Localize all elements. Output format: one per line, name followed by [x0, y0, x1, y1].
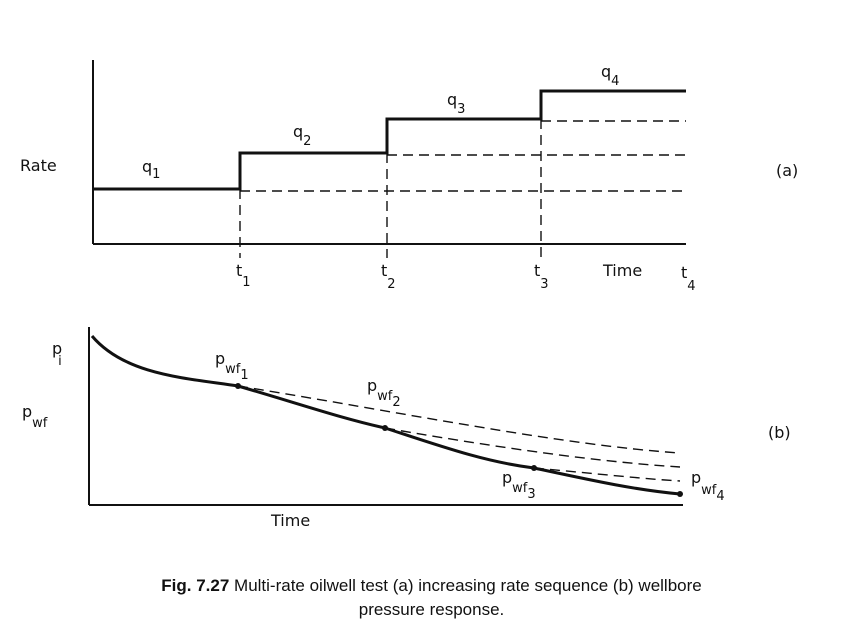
caption-text-1: Multi-rate oilwell test (a) increasing r…: [234, 576, 702, 595]
figure-caption-line-1: Fig. 7.27 Multi-rate oilwell test (a) in…: [0, 576, 863, 596]
rate-label-q3: q3: [447, 90, 465, 117]
rate-step-line: [93, 89, 686, 191]
pwf3-label: pwf3: [502, 468, 536, 502]
figure-number: Fig. 7.27: [161, 576, 230, 595]
pwf4-label: pwf4: [691, 468, 725, 504]
panel-a-time-label: Time: [602, 261, 642, 280]
rate-label-q1: q1: [142, 157, 160, 182]
rate-label-q4: q4: [601, 62, 619, 89]
pwf2-label: pwf2: [367, 376, 401, 410]
panel-a-rate-sequence: Rate (a) Time q1 q2 q3 q4 t1 t2 t3 t4: [20, 60, 798, 294]
figure-caption-line-2: pressure response.: [0, 600, 863, 620]
time-label-t4: t4: [681, 263, 696, 294]
rate-axis-label: Rate: [20, 156, 57, 175]
caption-text-2: pressure response.: [358, 600, 505, 619]
pressure-point-2: [382, 425, 388, 431]
pressure-point-1: [235, 383, 241, 389]
pressure-curve: [90, 335, 681, 496]
pressure-point-4: [677, 491, 683, 497]
time-label-t1: t1: [236, 261, 251, 290]
panel-b-tag: (b): [768, 423, 791, 442]
pwf-axis-label: pwf: [22, 402, 48, 431]
pressure-point-3: [531, 465, 537, 471]
rate-label-q2: q2: [293, 122, 311, 149]
time-label-t3: t3: [534, 261, 549, 292]
multi-rate-test-figure: Rate (a) Time q1 q2 q3 q4 t1 t2 t3 t4: [20, 60, 798, 530]
panel-b-time-label: Time: [270, 511, 310, 530]
pressure-dashed-extrapolations: [237, 385, 681, 482]
pressure-points: [235, 383, 683, 497]
rate-dashed-extensions: [239, 119, 686, 258]
pwf1-label: pwf1: [215, 349, 249, 383]
panel-a-tag: (a): [776, 161, 798, 180]
time-label-t2: t2: [381, 261, 396, 292]
